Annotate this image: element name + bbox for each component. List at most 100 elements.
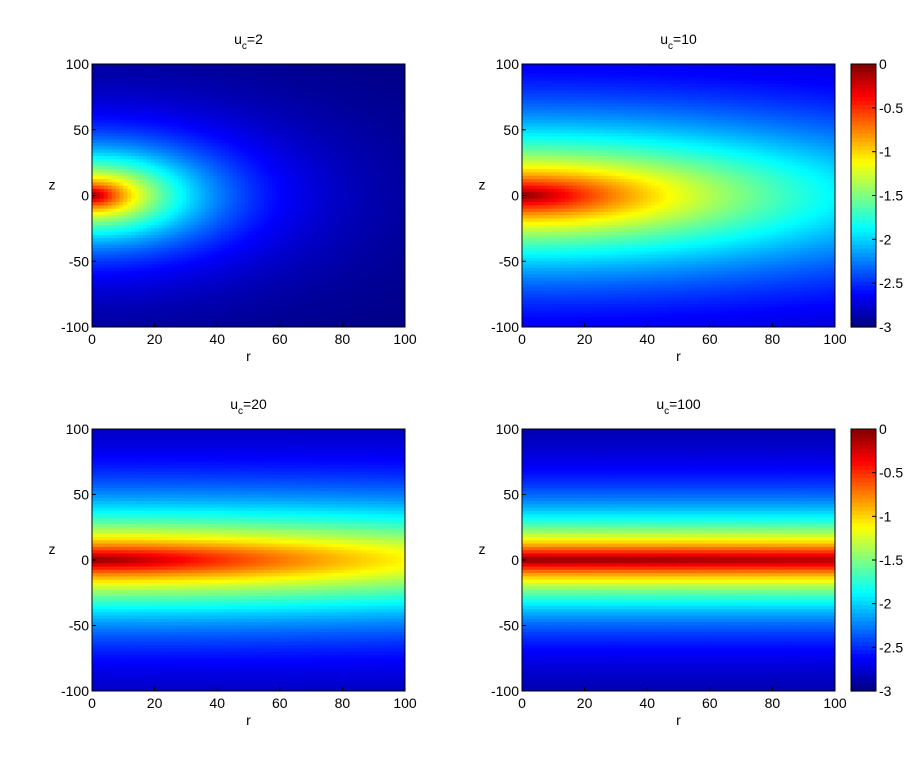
heatmap-cell (127, 211, 132, 216)
heatmap-cell (279, 136, 285, 141)
heatmap-cell (217, 248, 222, 252)
heatmap-cell (221, 90, 226, 95)
heatmap-cell (283, 202, 289, 206)
heatmap-cell (271, 244, 277, 249)
heatmap-cell (330, 231, 336, 236)
heatmap-cell (369, 261, 375, 266)
heatmap-cell (209, 133, 214, 137)
heatmap-cell (201, 67, 207, 72)
heatmap-cell (158, 267, 164, 272)
heatmap-cell (283, 257, 289, 262)
heatmap-cell (146, 251, 152, 256)
heatmap-cell (291, 136, 297, 141)
heatmap-cell (217, 169, 222, 174)
heatmap-cell (373, 110, 379, 114)
heatmap-cell (342, 218, 347, 223)
heatmap-cell (369, 169, 375, 174)
heatmap-cell (279, 116, 285, 121)
heatmap-cell (361, 218, 367, 223)
heatmap-cell (170, 264, 175, 269)
heatmap-cell (95, 87, 101, 91)
heatmap-cell (193, 218, 199, 223)
heatmap-cell (119, 152, 124, 157)
heatmap-cell (315, 182, 320, 187)
heatmap-cell (131, 172, 136, 177)
heatmap-cell (240, 123, 246, 128)
heatmap-cell (232, 100, 238, 105)
heatmap-cell (127, 133, 132, 137)
heatmap-cell (228, 64, 234, 68)
heatmap-cell (307, 182, 312, 187)
heatmap-cell (268, 159, 273, 164)
heatmap-cell (377, 90, 383, 95)
heatmap-cell (131, 139, 136, 144)
heatmap-cell (307, 119, 312, 124)
heatmap-cell (236, 179, 242, 183)
heatmap-cell (401, 103, 405, 108)
heatmap-cell (221, 67, 226, 72)
heatmap-cell (166, 188, 171, 193)
heatmap-cell (279, 182, 285, 187)
heatmap-cell (358, 172, 363, 177)
heatmap-cell (232, 198, 238, 203)
heatmap-cell (225, 70, 230, 75)
heatmap-cell (354, 149, 359, 154)
heatmap-cell (315, 238, 320, 243)
heatmap-cell (158, 205, 164, 210)
heatmap-cell (240, 73, 246, 78)
heatmap-cell (115, 126, 120, 131)
heatmap-cell (158, 70, 164, 75)
heatmap-cell (103, 129, 109, 134)
heatmap-cell (315, 113, 320, 118)
heatmap-cell (354, 100, 359, 105)
heatmap-cell (127, 254, 132, 259)
heatmap-cell (107, 228, 113, 233)
heatmap-cell (158, 90, 164, 95)
heatmap-cell (342, 106, 347, 111)
heatmap-cell (193, 215, 199, 220)
heatmap-cell (291, 169, 297, 174)
heatmap-cell (232, 123, 238, 128)
heatmap-cell (209, 188, 214, 193)
heatmap-cell (154, 165, 160, 170)
heatmap-cell (217, 156, 222, 160)
heatmap-cell (260, 67, 265, 72)
heatmap-cell (217, 218, 222, 223)
heatmap-cell (189, 80, 195, 85)
heatmap-cell (307, 261, 312, 266)
heatmap-cell (303, 73, 308, 78)
heatmap-cell (138, 238, 144, 243)
heatmap-cell (248, 110, 254, 114)
heatmap-cell (279, 179, 285, 183)
heatmap-cell (361, 225, 367, 229)
heatmap-cell (338, 119, 343, 124)
heatmap-cell (221, 126, 226, 131)
heatmap-cell (158, 257, 164, 262)
heatmap-cell (299, 96, 304, 101)
heatmap-cell (174, 149, 179, 154)
heatmap-cell (307, 162, 312, 167)
heatmap-cell (107, 77, 113, 82)
heatmap-cell (174, 241, 179, 246)
heatmap-cell (123, 261, 128, 266)
heatmap-cell (228, 208, 234, 213)
heatmap-cell (248, 126, 254, 131)
heatmap-cell (393, 198, 398, 203)
heatmap-cell (201, 234, 207, 239)
heatmap-cell (201, 238, 207, 243)
heatmap-cell (307, 231, 312, 236)
heatmap-cell (330, 261, 336, 266)
heatmap-cell (209, 162, 214, 167)
heatmap-cell (209, 254, 214, 259)
heatmap-cell (174, 192, 179, 197)
heatmap-cell (342, 100, 347, 105)
heatmap-cell (275, 142, 281, 147)
heatmap-cell (326, 103, 332, 108)
heatmap-cell (228, 83, 234, 88)
heatmap-cell (236, 215, 242, 220)
heatmap-cell (228, 106, 234, 111)
heatmap-cell (174, 182, 179, 187)
heatmap-cell (138, 228, 144, 233)
heatmap-cell (326, 93, 332, 98)
heatmap-cell (315, 96, 320, 101)
